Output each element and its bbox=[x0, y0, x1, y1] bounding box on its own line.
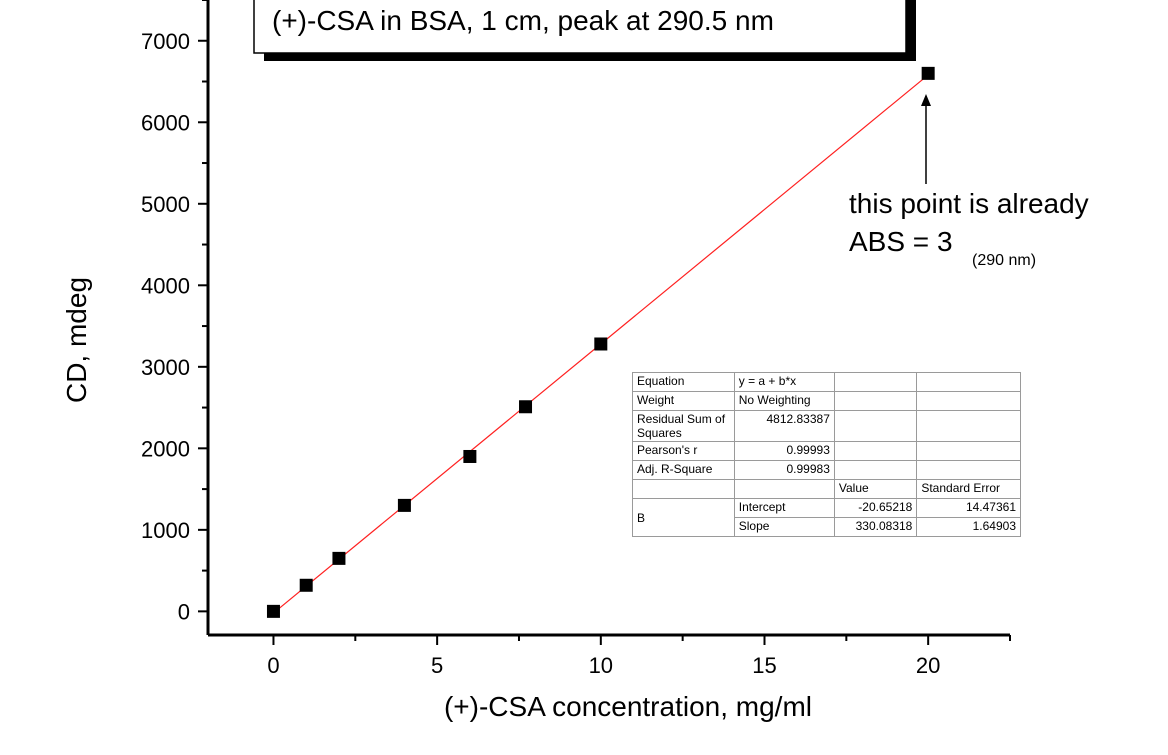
table-cell: 0.99983 bbox=[733, 460, 835, 480]
x-tick-label: 15 bbox=[752, 653, 776, 678]
annotation-subscript: (290 nm) bbox=[972, 252, 1036, 269]
y-tick-label: 0 bbox=[178, 599, 190, 624]
table-cell: Adj. R-Square bbox=[632, 460, 735, 480]
table-cell bbox=[916, 410, 1021, 442]
x-tick-label: 5 bbox=[431, 653, 443, 678]
data-point bbox=[519, 400, 533, 414]
table-cell bbox=[916, 372, 1021, 392]
x-tick-label: 0 bbox=[267, 653, 279, 678]
y-axis-title: CD, mdeg bbox=[61, 277, 92, 403]
data-point bbox=[921, 66, 935, 80]
data-points bbox=[266, 66, 935, 618]
table-row: Equation y = a + b*x bbox=[632, 372, 1021, 392]
table-cell bbox=[833, 372, 918, 392]
table-cell: Equation bbox=[632, 372, 735, 392]
table-row: B Intercept -20.65218 14.47361 bbox=[632, 498, 1021, 537]
table-row: Adj. R-Square 0.99983 bbox=[632, 460, 1021, 480]
x-axis-title: (+)-CSA concentration, mg/ml bbox=[444, 691, 812, 722]
axis-ticks: 0 5 10 15 20 0 1000 2000 3000 4000 5000 6000 7000 bbox=[141, 0, 1011, 678]
data-point bbox=[332, 551, 346, 565]
chart-title-box: (+)-CSA in BSA, 1 cm, peak at 290.5 nm bbox=[253, 0, 916, 61]
table-cell: -20.65218 bbox=[833, 498, 918, 518]
y-tick-label: 1000 bbox=[141, 518, 190, 543]
table-cell bbox=[916, 441, 1021, 461]
y-tick-label: 2000 bbox=[141, 436, 190, 461]
x-tick-label: 20 bbox=[916, 653, 940, 678]
x-tick-label: 10 bbox=[589, 653, 613, 678]
table-cell: Slope bbox=[733, 517, 835, 537]
fit-results-table: Equation y = a + b*x Weight No Weighting… bbox=[632, 372, 1021, 537]
table-cell: 14.47361 bbox=[916, 498, 1021, 518]
data-point bbox=[299, 578, 313, 592]
table-cell: 1.64903 bbox=[916, 517, 1021, 537]
annotation-arrow-head bbox=[921, 94, 931, 106]
table-cell: Weight bbox=[632, 391, 735, 411]
table-cell: Value bbox=[833, 479, 918, 499]
annotation-line-1: this point is already bbox=[849, 188, 1089, 219]
table-row: Weight No Weighting bbox=[632, 391, 1021, 411]
table-cell: Pearson's r bbox=[632, 441, 735, 461]
table-cell: 0.99993 bbox=[733, 441, 835, 461]
table-row: Residual Sum of Squares 4812.83387 bbox=[632, 410, 1021, 442]
table-row: Value Standard Error bbox=[632, 479, 1021, 499]
annotation: this point is already ABS = 3 (290 nm) bbox=[849, 94, 1089, 269]
data-point bbox=[266, 604, 280, 618]
table-cell: 330.08318 bbox=[833, 517, 918, 537]
table-cell bbox=[833, 441, 918, 461]
table-cell bbox=[916, 460, 1021, 480]
table-row: Pearson's r 0.99993 bbox=[632, 441, 1021, 461]
data-point bbox=[397, 498, 411, 512]
table-cell bbox=[733, 479, 835, 499]
data-point bbox=[463, 449, 477, 463]
y-tick-label: 3000 bbox=[141, 355, 190, 380]
table-cell bbox=[833, 460, 918, 480]
y-tick-label: 6000 bbox=[141, 110, 190, 135]
table-cell: 4812.83387 bbox=[733, 410, 835, 442]
table-cell bbox=[833, 410, 918, 442]
table-cell: Residual Sum of Squares bbox=[632, 410, 735, 442]
annotation-line-2: ABS = 3 bbox=[849, 226, 953, 257]
table-row: Slope 330.08318 1.64903 bbox=[633, 517, 1021, 537]
data-point bbox=[594, 337, 608, 351]
table-cell: No Weighting bbox=[733, 391, 835, 411]
table-cell: Intercept bbox=[733, 498, 835, 518]
table-cell: Standard Error bbox=[916, 479, 1021, 499]
table-cell bbox=[833, 391, 918, 411]
y-tick-label: 5000 bbox=[141, 192, 190, 217]
table-cell bbox=[632, 479, 735, 499]
y-tick-label: 7000 bbox=[141, 29, 190, 54]
table-cell: y = a + b*x bbox=[733, 372, 835, 392]
y-tick-label: 4000 bbox=[141, 273, 190, 298]
table-cell bbox=[916, 391, 1021, 411]
table-cell: B bbox=[632, 498, 735, 537]
chart-title: (+)-CSA in BSA, 1 cm, peak at 290.5 nm bbox=[272, 5, 774, 36]
plot-axes bbox=[206, 0, 1010, 637]
